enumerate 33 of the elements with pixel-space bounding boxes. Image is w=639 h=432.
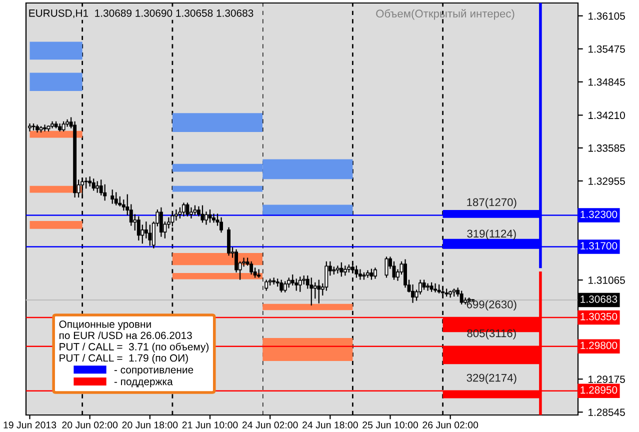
y-tick-label: 1.35475 <box>588 45 625 53</box>
y-tick-label: 1.34845 <box>588 78 625 86</box>
y-tick-label: 1.32955 <box>588 177 625 185</box>
x-tick-label: 21 Jun 10:00 <box>182 422 238 428</box>
ref-line-label: 1.28950 <box>580 386 618 394</box>
legend-title: Опционные уровни по EUR /USD на 26.06.2013 PUT / CALL = 3.71 (по объему) PUT / CALL = 1.79 (по ОИ) <box>59 320 209 364</box>
annotation: 319(1124) <box>467 229 516 240</box>
y-tick-label: 1.36105 <box>588 12 625 20</box>
text: Объем(Открытый интерес) <box>376 9 514 20</box>
legend-label: - поддержка <box>114 380 173 388</box>
x-tick-label: 26 Jun 02:00 <box>422 422 478 428</box>
ref-line-label: 1.30350 <box>580 312 618 320</box>
y-tick-label: 1.34210 <box>588 112 625 120</box>
x-tick-label: 25 Jun 10:00 <box>362 422 418 428</box>
x-tick-label: 19 Jun 2013 <box>4 422 56 428</box>
ref-line-label: 1.32300 <box>580 210 618 218</box>
y-tick-label: 1.28545 <box>588 408 625 416</box>
ref-line-label: 1.31700 <box>580 242 618 250</box>
x-tick-label: 24 Jun 18:00 <box>302 422 358 428</box>
ref-line-label: 1.29800 <box>580 342 618 350</box>
annotation: 699(2630) <box>466 300 516 311</box>
y-tick-label: 1.31065 <box>588 276 625 284</box>
annotation: 329(2174) <box>466 374 516 384</box>
ref-line-label: 1.30683 <box>580 295 618 303</box>
x-tick-label: 20 Jun 18:00 <box>122 422 178 428</box>
y-tick-label: 1.29175 <box>588 376 625 383</box>
y-tick-label: 1.33585 <box>588 144 625 152</box>
x-tick-label: 24 Jun 02:00 <box>242 422 298 428</box>
legend-label: - сопротивление <box>114 368 194 376</box>
x-tick-label: 20 Jun 02:00 <box>62 422 118 428</box>
annotation: 805(3116) <box>467 329 516 340</box>
text: EURUSD,H1 1.30689 1.30690 1.30658 1.30683 <box>29 9 254 18</box>
annotation: 187(1270) <box>467 198 516 208</box>
